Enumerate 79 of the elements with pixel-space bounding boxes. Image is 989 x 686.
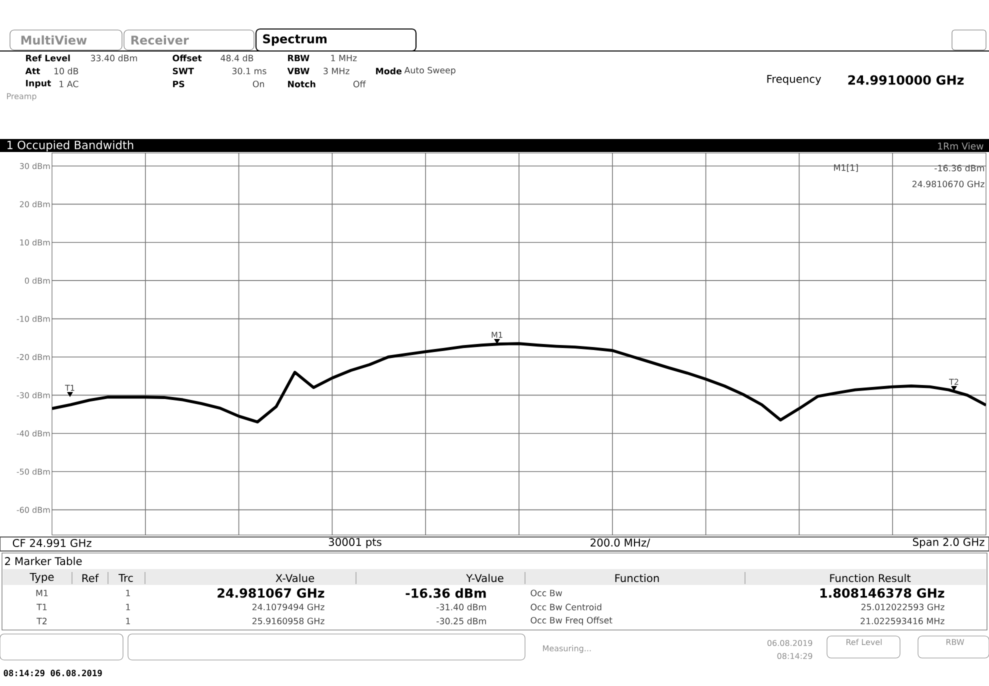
- text: 24.1079494 GHz: [252, 604, 324, 610]
- text: Receiver: [131, 35, 189, 45]
- text: 10 dB: [54, 68, 78, 74]
- y-tick-label: -30 dBm: [16, 392, 50, 398]
- text: Occ Bw Freq Offset: [530, 616, 612, 626]
- text: 2 Marker Table: [5, 556, 82, 566]
- text: Preamp: [7, 93, 36, 101]
- text: 48.4 dB: [220, 54, 254, 62]
- text: X-Value: [276, 574, 314, 582]
- text: 1 MHz: [331, 54, 357, 62]
- text: Occ Bw Centroid: [530, 604, 602, 610]
- text: Notch: [288, 80, 316, 88]
- text: Ref Level: [26, 54, 70, 62]
- y-tick-label: 20 dBm: [20, 201, 50, 208]
- y-tick-label: -10 dBm: [16, 316, 50, 322]
- text: MultiView: [21, 35, 87, 45]
- text: 30.1 ms: [232, 68, 266, 74]
- annotation: T1: [64, 384, 74, 391]
- text: 30001 pts: [328, 538, 382, 548]
- y-tick-label: 10 dBm: [20, 239, 50, 246]
- text: 1Rm View: [938, 142, 984, 150]
- text: Ref Level: [846, 638, 882, 646]
- text: Occ Bw: [530, 590, 562, 596]
- text: Trc: [118, 574, 133, 582]
- text: -16.36 dBm: [406, 588, 486, 598]
- text: Function Result: [830, 574, 911, 582]
- text: Span 2.0 GHz: [912, 538, 984, 548]
- chart-title: 1 Occupied Bandwidth: [8, 140, 134, 152]
- text: RBW: [946, 639, 964, 645]
- y-tick-label: -60 dBm: [16, 506, 50, 513]
- text: Offset: [172, 54, 202, 62]
- text: Spectrum: [263, 34, 327, 46]
- annotation: M1: [492, 332, 502, 338]
- text: Function: [615, 574, 659, 582]
- text: 1 AC: [60, 80, 78, 88]
- text: 1: [126, 590, 130, 596]
- text: Off: [353, 80, 366, 88]
- text: 3 MHz: [324, 68, 350, 74]
- text: 08:14:29 06.08.2019: [4, 670, 102, 676]
- text: 1: [126, 604, 130, 610]
- text: M1: [36, 590, 48, 596]
- text: Att: [25, 68, 40, 74]
- text: -31.40 dBm: [436, 604, 486, 610]
- text: CF 24.991 GHz: [12, 538, 92, 548]
- text: On: [252, 80, 264, 88]
- text: T2: [36, 618, 47, 624]
- text: 08:14:29: [777, 652, 812, 660]
- text: T1: [36, 604, 47, 610]
- y-tick-label: 30 dBm: [20, 162, 50, 170]
- text: SWT: [172, 68, 194, 74]
- text: Auto Sweep: [404, 66, 456, 76]
- y-tick-label: 0 dBm: [24, 277, 50, 284]
- text: 25.9160958 GHz: [252, 618, 324, 624]
- text: 21.022593416 MHz: [860, 618, 944, 624]
- text: Y-Value: [466, 574, 504, 582]
- text: Frequency: [767, 74, 822, 85]
- text: 1: [126, 618, 130, 624]
- text: PS: [173, 80, 184, 88]
- text: Measuring...: [543, 645, 591, 653]
- text: 24.9910000 GHz: [848, 75, 964, 85]
- text: Mode: [376, 68, 402, 74]
- text: Type: [30, 573, 54, 583]
- text: 33.40 dBm: [90, 54, 137, 62]
- text: Ref: [82, 574, 99, 582]
- text: 24.981067 GHz: [218, 588, 324, 598]
- text: RBW: [288, 54, 310, 62]
- annotation: 24.9810670 GHz: [912, 180, 984, 188]
- text: Input: [26, 80, 51, 88]
- text: 200.0 MHz/: [590, 538, 650, 548]
- annotation: -16.36 dBm: [934, 164, 984, 172]
- text: 25.012022593 GHz: [861, 604, 944, 610]
- y-tick-label: -50 dBm: [16, 468, 50, 475]
- text: VBW: [287, 68, 310, 74]
- text: 06.08.2019: [767, 640, 812, 646]
- text: -30.25 dBm: [436, 618, 486, 624]
- y-tick-label: -20 dBm: [16, 354, 50, 360]
- text: 1.808146378 GHz: [820, 588, 944, 598]
- y-tick-label: -40 dBm: [16, 430, 50, 436]
- annotation: T2: [949, 378, 958, 385]
